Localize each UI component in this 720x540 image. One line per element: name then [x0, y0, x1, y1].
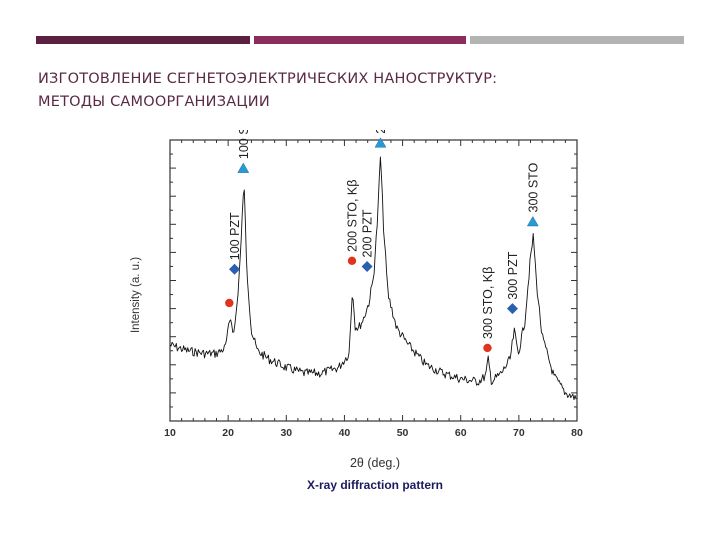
kbeta-circle-marker [225, 298, 234, 308]
slide-title: ИЗГОТОВЛЕНИЕ СЕГНЕТОЭЛЕКТРИЧЕСКИХ НАНОСТ… [38, 68, 678, 114]
peak-label: 200 STO, Kβ [345, 180, 359, 252]
x-tick-label: 70 [513, 427, 525, 439]
slide-title-line-2: МЕТОДЫ САМООРГАНИЗАЦИИ [38, 94, 270, 110]
xrd-chart: 10 20 30 40 50 60 70 80 100 PZT 100 STO 200 STO, … [130, 130, 583, 492]
header-bar-dark [36, 36, 250, 44]
peak-label: 100 STO [237, 130, 251, 159]
x-tick-labels: 10 20 30 40 50 60 70 80 [164, 427, 583, 439]
x-tick-label: 20 [222, 427, 234, 439]
x-tick-label: 50 [397, 427, 409, 439]
peak-label: 100 PZT [228, 212, 242, 260]
x-tick-label: 40 [339, 427, 351, 439]
header-bar-light [470, 36, 684, 44]
y-axis-label: Intensity (a. u.) [130, 257, 142, 333]
kbeta-circle-marker [347, 256, 357, 266]
kbeta-circle-marker [483, 343, 492, 353]
peak-label: 300 STO [526, 162, 540, 212]
x-tick-label: 10 [164, 427, 176, 439]
peak-label: 300 PZT [506, 251, 520, 299]
x-tick-label: 80 [571, 427, 583, 439]
x-tick-label: 30 [280, 427, 292, 439]
sto-triangle-marker [237, 162, 250, 173]
x-axis-label: 2θ (deg.) [350, 456, 400, 470]
peak-label: 300 STO, Kβ [481, 267, 495, 339]
peak-label: 200 STO [374, 130, 388, 134]
x-tick-label: 60 [455, 427, 467, 439]
peak-label: 200 PZT [361, 209, 375, 257]
pzt-diamond-marker [506, 303, 518, 315]
pzt-diamond-marker [229, 263, 241, 275]
peak-markers [225, 137, 539, 353]
trace-layer [169, 156, 577, 401]
xrd-trace [169, 156, 577, 401]
sto-triangle-marker [526, 215, 539, 227]
pzt-diamond-marker [361, 260, 373, 272]
chart-title: X-ray diffraction pattern [307, 478, 443, 492]
slide-title-line-1: ИЗГОТОВЛЕНИЕ СЕГНЕТОЭЛЕКТРИЧЕСКИХ НАНОСТ… [38, 71, 498, 87]
sto-triangle-marker [374, 137, 387, 148]
header-bar-medium [254, 36, 466, 44]
